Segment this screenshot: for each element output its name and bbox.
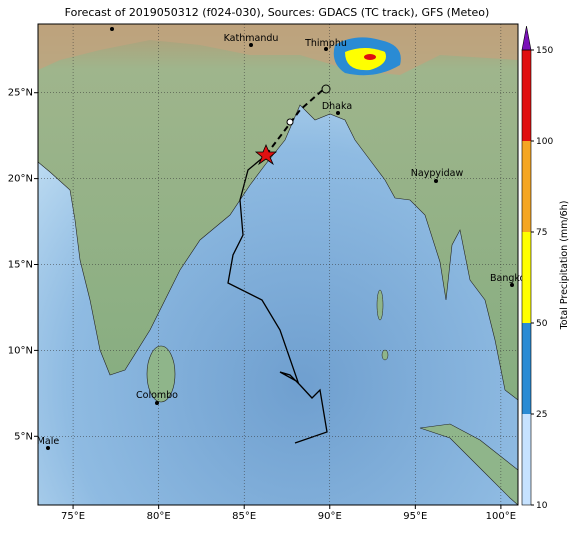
- city-dot: [110, 27, 114, 31]
- city-label: Male: [37, 436, 60, 447]
- track-point: [286, 118, 294, 126]
- city-dot: [510, 283, 514, 287]
- city-dot: [434, 179, 438, 183]
- x-tick-label: 95°E: [403, 511, 427, 522]
- colorbar-tick-label: 50: [536, 319, 548, 329]
- colorbar: 10 25 50 75 100 150: [521, 25, 553, 511]
- city-label: Kathmandu: [224, 33, 279, 44]
- x-tick-label: 75°E: [61, 511, 85, 522]
- colorbar-tick-label: 75: [536, 228, 547, 238]
- x-tick-label: 80°E: [147, 511, 171, 522]
- city-dot: [336, 111, 340, 115]
- colorbar-label: Total Precipitation (mm/6h): [559, 201, 570, 331]
- track-point: [321, 84, 331, 94]
- x-tick-label: 100°E: [486, 511, 516, 522]
- y-tick-label: 25°N: [8, 88, 33, 99]
- city-label: Naypyidaw: [411, 168, 464, 179]
- city-label: Bangkok: [490, 273, 531, 284]
- past-track: [227, 154, 328, 444]
- graticule: 75°E 80°E 85°E 90°E 95°E 100°E 5°N 10°N 15°N 20°N…: [8, 24, 518, 522]
- city-dot: [249, 43, 253, 47]
- colorbar-extension: [521, 25, 532, 51]
- city-dot: [46, 446, 50, 450]
- colorbar-segment: [522, 50, 531, 141]
- y-tick-label: 20°N: [8, 174, 33, 185]
- sumatra: [419, 423, 518, 505]
- colorbar-segment: [522, 414, 531, 505]
- colorbar-frame: [521, 49, 532, 506]
- colorbar-segment: [522, 323, 531, 414]
- city-label: Thimphu: [304, 38, 347, 49]
- colorbar-tick-label: 100: [536, 137, 553, 147]
- y-tick-label: 15°N: [8, 260, 33, 271]
- colorbar-segment: [522, 232, 531, 323]
- map-title: Forecast of 2019050312 (f024-030), Sourc…: [65, 6, 490, 19]
- city-label: Colombo: [136, 390, 178, 401]
- city-label: Dhaka: [322, 101, 352, 112]
- map-frame: [37, 23, 519, 506]
- x-tick-label: 90°E: [318, 511, 342, 522]
- storm-position: [254, 143, 278, 166]
- mainland: [38, 24, 518, 401]
- city-dot: [155, 401, 159, 405]
- andaman-islands: [376, 289, 384, 321]
- precip-red: [364, 54, 376, 60]
- colorbar-tick-label: 150: [536, 46, 553, 56]
- y-tick-label: 5°N: [14, 431, 33, 442]
- cities: Kathmandu Thimphu Dhaka Naypyidaw Bangko…: [37, 27, 531, 450]
- city-dot: [324, 47, 328, 51]
- colorbar-segment: [522, 141, 531, 232]
- colorbar-tick-label: 10: [536, 501, 548, 511]
- nicobar-islands: [381, 349, 389, 361]
- colorbar-tick-label: 25: [536, 410, 547, 420]
- x-tick-label: 85°E: [232, 511, 256, 522]
- y-tick-label: 10°N: [8, 345, 33, 356]
- sri-lanka: [146, 345, 176, 403]
- precip-yellow: [345, 48, 386, 71]
